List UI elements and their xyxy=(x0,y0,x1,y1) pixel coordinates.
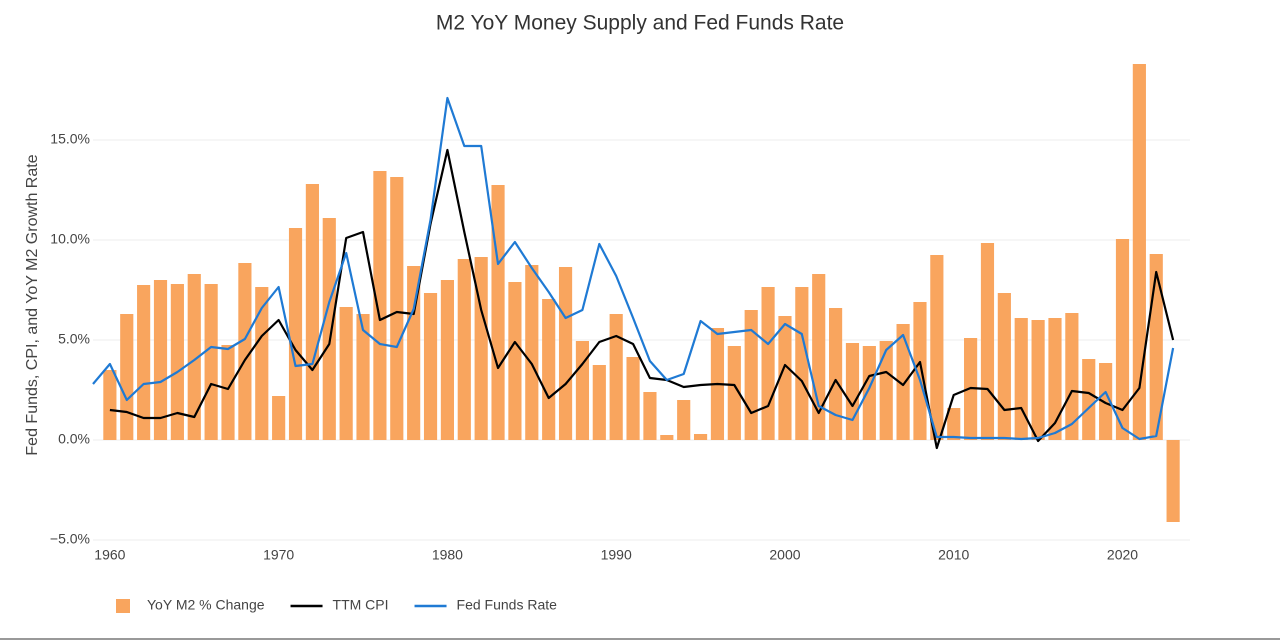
y-tick-label: 5.0% xyxy=(58,331,90,347)
x-tick-label: 2010 xyxy=(938,547,969,563)
bar xyxy=(305,184,319,440)
bar xyxy=(997,293,1011,440)
legend-label: TTM CPI xyxy=(333,597,389,613)
bar xyxy=(187,274,201,440)
x-tick-label: 1970 xyxy=(263,547,294,563)
x-tick-label: 1980 xyxy=(432,547,463,563)
bar xyxy=(829,308,843,440)
legend-label: Fed Funds Rate xyxy=(457,597,558,613)
bar xyxy=(339,307,353,440)
y-tick-label: 15.0% xyxy=(50,131,90,147)
bar xyxy=(862,346,876,440)
legend-swatch xyxy=(116,599,130,613)
bar xyxy=(1048,318,1062,440)
bar xyxy=(474,257,488,440)
line xyxy=(92,96,1175,441)
bar xyxy=(153,280,168,440)
bar xyxy=(508,282,522,440)
bar xyxy=(812,274,826,440)
bar xyxy=(1031,320,1045,440)
bar xyxy=(930,255,944,440)
bar xyxy=(795,287,809,440)
y-axis-label: Fed Funds, CPI, and YoY M2 Growth Rate xyxy=(24,154,41,455)
bar xyxy=(525,265,539,440)
line xyxy=(109,148,1175,450)
bar xyxy=(643,392,657,440)
y-tick-label: 10.0% xyxy=(50,231,90,247)
bar xyxy=(272,396,286,440)
bar xyxy=(592,365,606,440)
bar xyxy=(693,434,708,440)
bar xyxy=(221,345,235,440)
bar xyxy=(255,287,269,440)
y-tick-label: 0.0% xyxy=(58,431,90,447)
bar xyxy=(1132,64,1146,440)
bar xyxy=(457,259,471,440)
x-tick-label: 2020 xyxy=(1107,547,1138,563)
bar xyxy=(558,267,573,440)
bar xyxy=(356,314,370,440)
chart-title: M2 YoY Money Supply and Fed Funds Rate xyxy=(436,12,844,35)
bar xyxy=(761,287,775,440)
bar xyxy=(778,316,792,440)
bar xyxy=(1099,363,1113,440)
bar xyxy=(322,218,336,440)
bar xyxy=(423,293,438,440)
bar xyxy=(1115,239,1130,440)
bar xyxy=(137,285,151,440)
bar xyxy=(879,341,893,440)
bar xyxy=(1166,440,1180,522)
bar xyxy=(373,171,387,440)
bar xyxy=(491,185,505,440)
legend-label: YoY M2 % Change xyxy=(147,597,265,613)
bar xyxy=(947,408,961,440)
bar xyxy=(727,346,741,440)
bar xyxy=(1082,359,1096,440)
bar xyxy=(407,266,421,440)
bar xyxy=(440,280,454,440)
bar xyxy=(609,314,623,440)
bar xyxy=(913,302,927,440)
bar xyxy=(575,341,590,440)
bar xyxy=(845,343,860,440)
bar xyxy=(980,243,995,440)
bar xyxy=(120,314,134,440)
bar xyxy=(288,228,303,440)
bar xyxy=(896,324,910,440)
bar xyxy=(390,177,404,440)
bar xyxy=(1014,318,1028,440)
bar xyxy=(660,435,674,440)
bar xyxy=(238,263,252,440)
bar xyxy=(103,370,117,440)
bar xyxy=(626,357,640,440)
y-tick-label: −5.0% xyxy=(50,531,90,547)
bar xyxy=(204,284,218,440)
x-tick-label: 1990 xyxy=(601,547,632,563)
x-tick-label: 2000 xyxy=(769,547,800,563)
bar xyxy=(542,299,556,440)
bar xyxy=(677,400,691,440)
bar xyxy=(170,284,184,440)
x-tick-label: 1960 xyxy=(94,547,125,563)
bar xyxy=(1065,313,1079,440)
